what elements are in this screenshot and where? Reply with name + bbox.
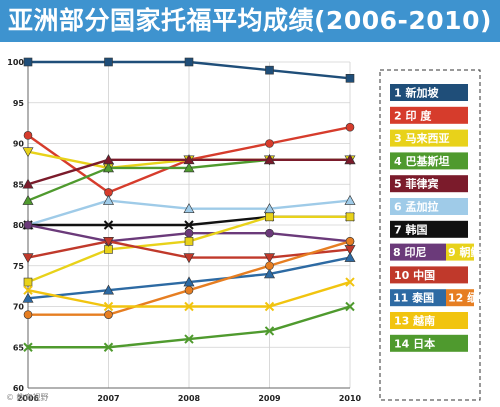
legend-label: 4 巴基斯坦 (394, 154, 449, 168)
data-point (265, 261, 274, 271)
legend-label: 9 朝鲜 (448, 245, 481, 259)
data-point (104, 310, 113, 319)
data-point (103, 342, 114, 352)
y-tick-label: 70 (13, 303, 25, 312)
data-point (23, 131, 33, 140)
legend-label: 13 越南 (394, 314, 435, 328)
data-point (263, 253, 276, 264)
legend-label: 8 印尼 (393, 246, 426, 259)
legend-label: 10 中国 (394, 268, 435, 282)
data-point (104, 57, 113, 67)
legend-swatch (390, 152, 468, 170)
legend-label: 1 新加坡 (394, 86, 439, 100)
legend-label: 11 泰国 (393, 291, 434, 305)
data-point (23, 57, 33, 67)
legend-label: 3 马来西亚 (394, 131, 449, 145)
legend-swatch (390, 266, 468, 284)
data-point (23, 310, 33, 319)
x-tick-label: 2009 (258, 394, 281, 403)
data-point (345, 301, 355, 312)
y-tick-label: 80 (13, 221, 25, 230)
legend-swatch (446, 289, 474, 307)
legend-swatch (390, 312, 468, 329)
watermark-text: © 教育视野 (6, 393, 49, 402)
data-point (103, 301, 114, 312)
data-point (23, 277, 33, 287)
data-point (102, 237, 115, 247)
data-point (344, 154, 356, 165)
data-point (22, 194, 34, 205)
legend-swatch (390, 334, 468, 352)
data-point (184, 301, 194, 312)
data-point (265, 139, 274, 148)
legend-label: 6 孟加拉 (394, 200, 438, 214)
data-point (184, 220, 194, 230)
data-point (22, 292, 34, 303)
data-point (23, 342, 33, 352)
data-point (102, 162, 115, 173)
data-point (345, 237, 355, 246)
data-point (263, 268, 276, 279)
data-point (263, 154, 276, 165)
data-point (23, 285, 33, 295)
x-tick-label: 2010 (339, 394, 362, 403)
legend-label: 12 缅甸 (448, 291, 489, 305)
x-tick-label: 2008 (178, 394, 201, 403)
line-chart: 60 65 70 75 80 85 90 95 100 2006 2007 2008 2009 2010 1… (7, 57, 489, 403)
legend-label: 7 韩国 (394, 222, 427, 236)
data-point (345, 122, 355, 132)
data-point (265, 212, 274, 222)
data-point (345, 73, 355, 83)
y-tick-label: 90 (13, 140, 25, 149)
data-point (22, 147, 34, 158)
x-tick-label: 2007 (97, 394, 119, 403)
data-point (183, 253, 195, 264)
data-point (22, 178, 34, 189)
data-point (102, 284, 115, 295)
legend-swatch (390, 243, 446, 261)
data-point (102, 154, 115, 165)
y-tick-label: 75 (13, 262, 25, 271)
legend-swatch (390, 220, 468, 238)
data-point (344, 251, 356, 262)
data-point (102, 194, 115, 205)
data-point (23, 220, 33, 230)
legend-swatch (446, 243, 474, 261)
data-point (345, 212, 355, 222)
legend-swatch (390, 106, 468, 124)
x-tick-label: 2006 (17, 394, 40, 403)
data-point (183, 203, 195, 213)
y-tick-label: 100 (7, 58, 24, 67)
data-point (184, 285, 194, 295)
legend-swatch (390, 198, 468, 215)
data-point (22, 253, 34, 264)
y-tick-label: 85 (13, 180, 25, 189)
legend-swatch (390, 129, 468, 147)
data-point (103, 220, 114, 230)
data-point (184, 57, 194, 67)
data-point (344, 194, 356, 205)
y-tick-label: 60 (13, 384, 25, 393)
data-point (265, 65, 274, 75)
data-point (265, 228, 274, 238)
data-point (345, 277, 355, 287)
data-point (184, 334, 194, 344)
data-point (264, 301, 275, 312)
legend-swatch (390, 175, 468, 193)
y-tick-label: 65 (13, 343, 25, 352)
legend-swatch (390, 84, 468, 101)
data-point (183, 162, 195, 173)
data-point (184, 228, 194, 238)
data-point (184, 237, 194, 246)
legend-label: 14 日本 (394, 336, 435, 350)
chart-title: 亚洲部分国家托福平均成绩(2006-2010) (8, 6, 492, 35)
legend-label: 2 印 度 (394, 108, 432, 122)
data-point (264, 326, 275, 336)
legend-label: 5 菲律宾 (394, 177, 438, 191)
title-bar: 亚洲部分国家托福平均成绩(2006-2010) (0, 0, 500, 42)
data-point (183, 154, 195, 165)
y-tick-label: 95 (13, 99, 25, 108)
legend-swatch (390, 289, 446, 307)
